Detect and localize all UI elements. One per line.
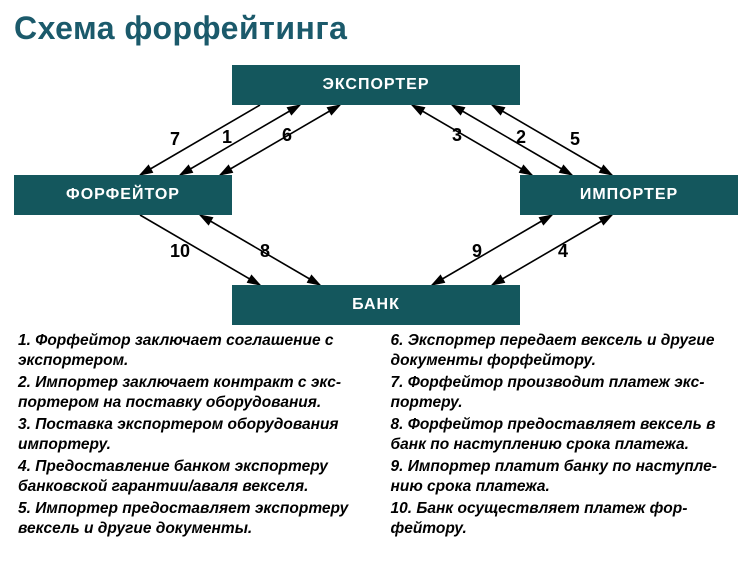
legend-item: 5. Импортер предоставляет экспортеру век… — [18, 499, 363, 540]
edge — [412, 105, 532, 175]
edge — [492, 105, 612, 175]
flow-diagram: ЭКСПОРТЕР ФОРФЕЙТОР ИМПОРТЕР БАНК 7 1 6 3 2 5 10 8… — [0, 47, 753, 327]
legend-right-column: 6. Экспортер передает вексель и другие д… — [391, 331, 736, 541]
legend-item: 8. Форфейтор предоставляет вексель в бан… — [391, 415, 736, 456]
node-exporter: ЭКСПОРТЕР — [232, 65, 520, 105]
node-forfaiter: ФОРФЕЙТОР — [14, 175, 232, 215]
edge-label-1: 1 — [222, 127, 232, 148]
edge-label-4: 4 — [558, 241, 568, 262]
edge — [492, 215, 612, 285]
legend-item: 4. Предоставление банком экспорте­ру бан… — [18, 457, 363, 498]
edge — [452, 105, 572, 175]
legend-left-column: 1. Форфейтор заключает соглашение с эксп… — [18, 331, 363, 541]
edge-label-6: 6 — [282, 125, 292, 146]
edge-label-5: 5 — [570, 129, 580, 150]
legend-item: 1. Форфейтор заключает соглашение с эксп… — [18, 331, 363, 372]
edge-label-3: 3 — [452, 125, 462, 146]
legend-item: 10. Банк осуществляет платеж фор­фейтору… — [391, 499, 736, 540]
edge — [140, 215, 260, 285]
legend-item: 6. Экспортер передает вексель и другие д… — [391, 331, 736, 372]
edge-label-7: 7 — [170, 129, 180, 150]
edge — [432, 215, 552, 285]
legend-item: 3. Поставка экспортером оборудования имп… — [18, 415, 363, 456]
legend-item: 2. Импортер заключает контракт с экс­пор… — [18, 373, 363, 414]
node-bank: БАНК — [232, 285, 520, 325]
legend-item: 7. Форфейтор производит платеж экс­порте… — [391, 373, 736, 414]
legend-item: 9. Импортер платит банку по наступле­нию… — [391, 457, 736, 498]
legend: 1. Форфейтор заключает соглашение с эксп… — [0, 327, 753, 541]
edge-label-2: 2 — [516, 127, 526, 148]
edge-label-10: 10 — [170, 241, 190, 262]
edge — [140, 105, 260, 175]
node-importer: ИМПОРТЕР — [520, 175, 738, 215]
edge-label-8: 8 — [260, 241, 270, 262]
edge-label-9: 9 — [472, 241, 482, 262]
edge — [220, 105, 340, 175]
page-title: Схема форфейтинга — [0, 0, 753, 47]
